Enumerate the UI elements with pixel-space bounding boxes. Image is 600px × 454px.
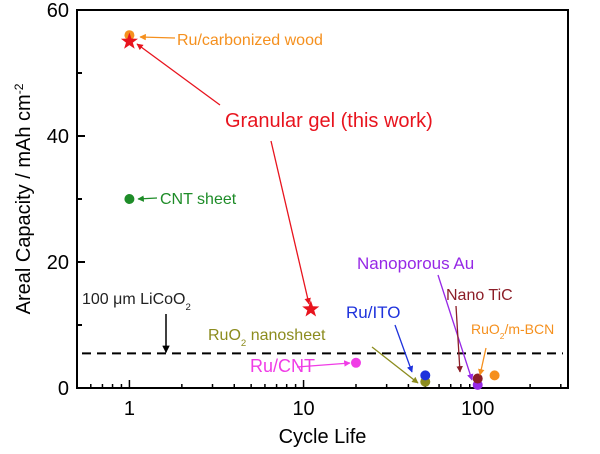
x-tick-label: 100 — [461, 398, 494, 420]
annotation-arrow — [270, 140, 311, 305]
x-tick-label: 1 — [124, 398, 135, 420]
series-label: RuO2 nanosheet — [208, 327, 326, 349]
series-label: Nanoporous Au — [357, 254, 474, 273]
series-label: Granular gel (this work) — [225, 110, 433, 132]
y-tick-label: 60 — [47, 0, 69, 22]
annotation-arrow — [137, 195, 158, 202]
y-tick-label: 40 — [47, 126, 69, 148]
reference-line-label: 100 μm LiCoO2 — [82, 291, 191, 313]
data-point — [350, 357, 361, 368]
series-label: RuO2/m-BCN — [471, 321, 554, 341]
y-axis-label: Areal Capacity / mAh cm-2 — [12, 83, 35, 314]
series-label: Nano TiC — [446, 287, 513, 304]
annotation-arrow — [296, 360, 351, 368]
annotation-arrow — [394, 324, 414, 373]
data-point-star — [120, 32, 138, 49]
y-tick-label: 20 — [47, 252, 69, 274]
data-point — [124, 194, 135, 204]
data-point-star — [302, 300, 320, 317]
x-tick-label: 10 — [292, 398, 314, 420]
series-label: CNT sheet — [160, 191, 237, 208]
annotation-arrow — [478, 347, 487, 376]
annotation-arrow — [455, 305, 463, 373]
x-axis-label: Cycle Life — [279, 426, 367, 448]
data-point — [489, 370, 500, 381]
series-label: Ru/ITO — [346, 303, 400, 322]
series-label: Ru/carbonized wood — [177, 32, 323, 49]
data-point — [472, 373, 483, 384]
series-label: Ru/CNT — [250, 356, 315, 376]
annotation-arrow — [437, 274, 474, 381]
data-point — [420, 370, 431, 381]
y-tick-label: 0 — [58, 378, 69, 400]
annotation-arrow — [139, 33, 176, 41]
annotation-arrow — [371, 346, 419, 384]
annotation-arrow — [136, 43, 221, 106]
